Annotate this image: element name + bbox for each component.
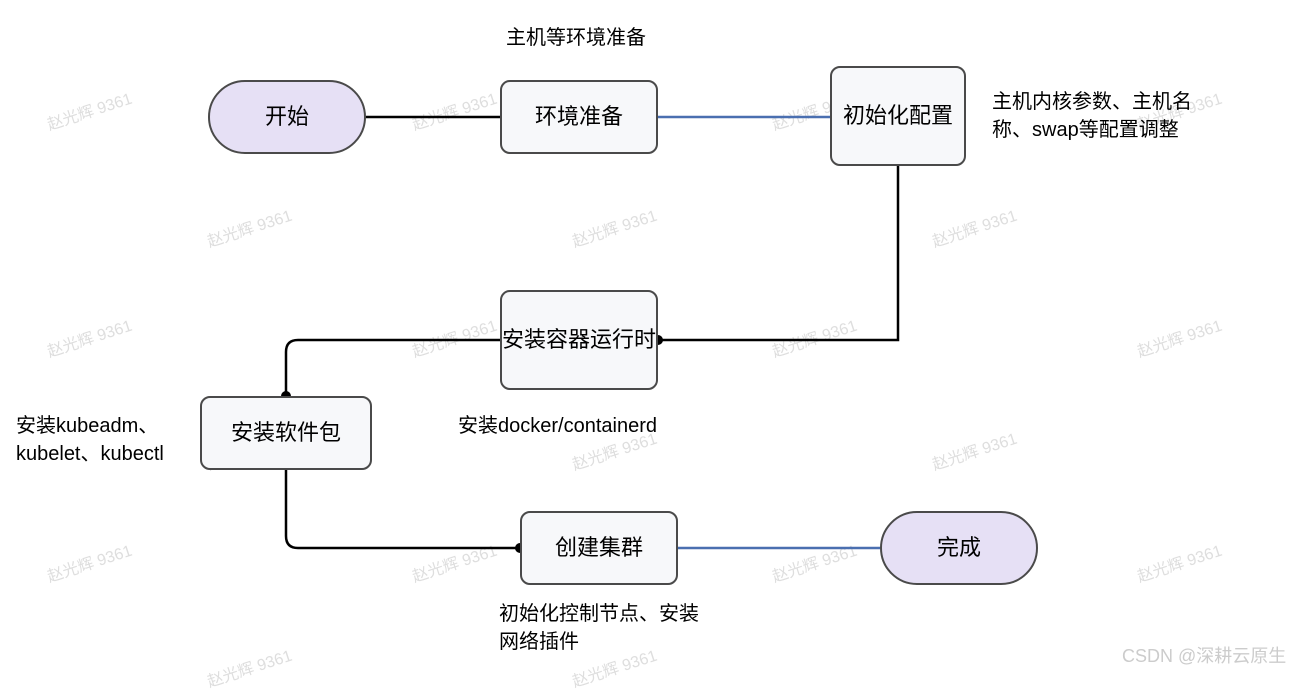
install-runtime-node-label: 安装容器运行时 — [502, 326, 656, 355]
watermark-text: 赵光辉 9361 — [408, 312, 499, 362]
watermark-text: 赵光辉 9361 — [43, 537, 134, 587]
env-prep-node: 环境准备 — [500, 80, 658, 154]
init-config-node: 初始化配置 — [830, 66, 966, 166]
watermark-text: 赵光辉 9361 — [43, 85, 134, 135]
watermark-text: 赵光辉 9361 — [928, 202, 1019, 252]
install-runtime-node: 安装容器运行时 — [500, 290, 658, 390]
init-config-annotation: 主机内核参数、主机名称、swap等配置调整 — [992, 88, 1212, 144]
init-config-node-label: 初始化配置 — [843, 102, 953, 131]
env-prep-annotation: 主机等环境准备 — [506, 24, 706, 52]
watermark-text: 赵光辉 9361 — [1133, 312, 1224, 362]
env-prep-node-label: 环境准备 — [535, 103, 623, 132]
watermark-text: 赵光辉 9361 — [768, 312, 859, 362]
cluster-annotation: 初始化控制节点、安装网络插件 — [499, 600, 709, 656]
watermark-text: 赵光辉 9361 — [408, 85, 499, 135]
create-cluster-node: 创建集群 — [520, 511, 678, 585]
watermark-text: 赵光辉 9361 — [408, 537, 499, 587]
watermark-text: 赵光辉 9361 — [1133, 537, 1224, 587]
watermark-text: 赵光辉 9361 — [928, 425, 1019, 475]
pkg-annotation: 安装kubeadm、kubelet、kubectl — [16, 412, 206, 468]
runtime-annotation: 安装docker/containerd — [458, 412, 758, 440]
csdn-credit: CSDN @深耕云原生 — [1122, 642, 1286, 668]
watermark-text: 赵光辉 9361 — [768, 537, 859, 587]
create-cluster-node-label: 创建集群 — [555, 534, 643, 563]
watermark-text: 赵光辉 9361 — [203, 202, 294, 252]
end-node-label: 完成 — [937, 534, 981, 563]
start-node-label: 开始 — [265, 103, 309, 132]
watermark-text: 赵光辉 9361 — [568, 202, 659, 252]
end-node: 完成 — [880, 511, 1038, 585]
install-pkg-node-label: 安装软件包 — [231, 419, 341, 448]
watermark-text: 赵光辉 9361 — [43, 312, 134, 362]
start-node: 开始 — [208, 80, 366, 154]
install-pkg-node: 安装软件包 — [200, 396, 372, 470]
